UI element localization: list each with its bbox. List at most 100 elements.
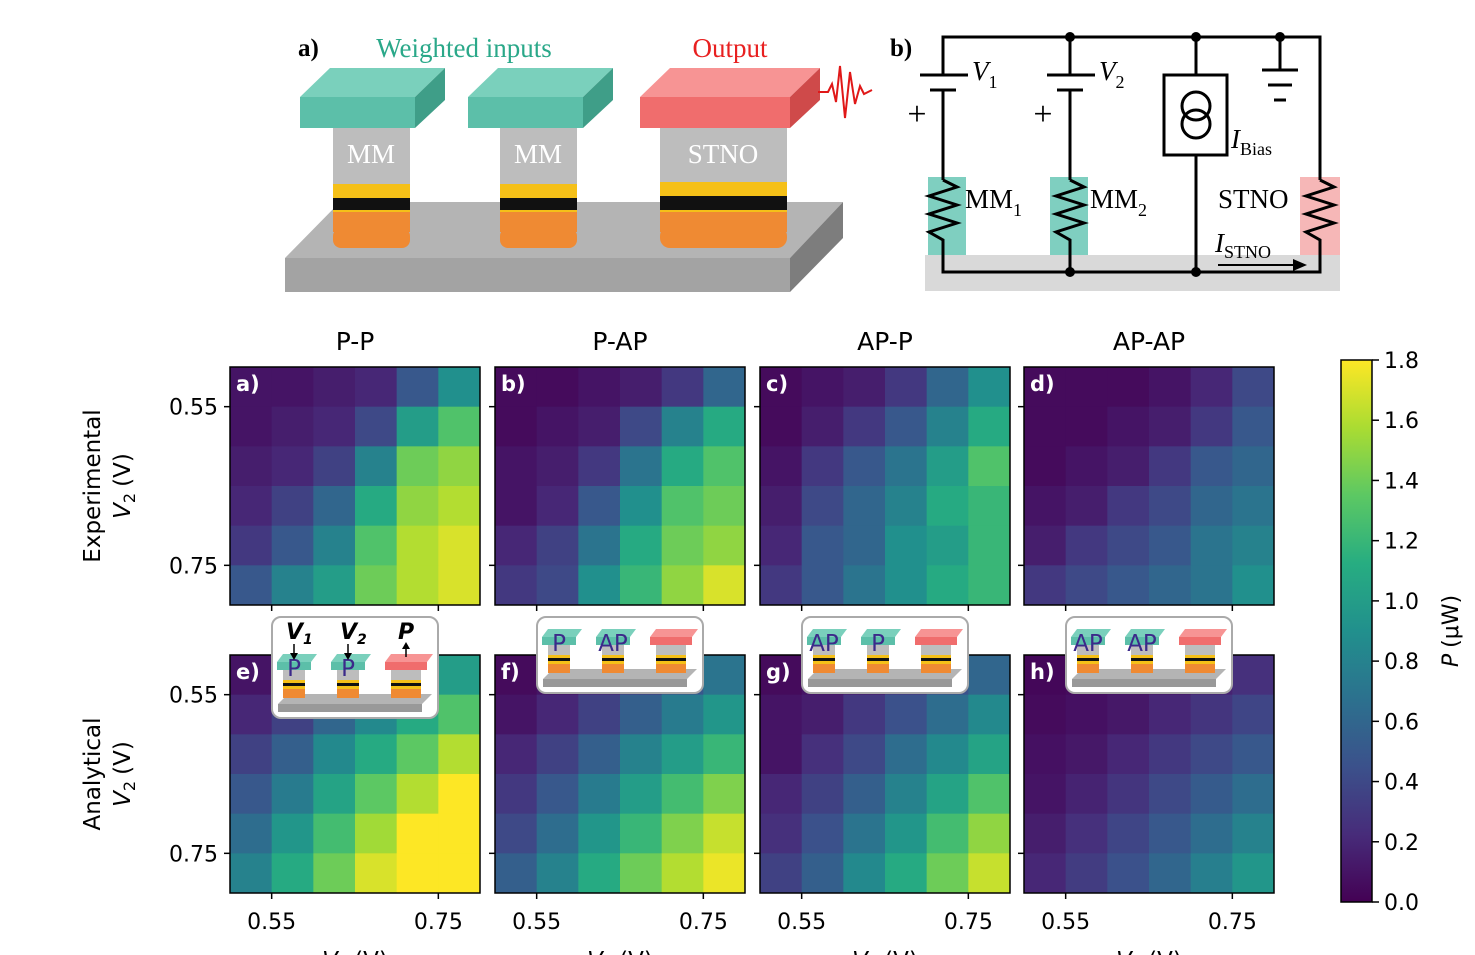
heatmap-cell <box>438 565 480 605</box>
subscript: 1 <box>989 72 998 92</box>
panel-label: h) <box>1030 660 1055 684</box>
heatmap-cell <box>1107 367 1149 407</box>
heatmap-cell <box>968 446 1010 486</box>
heatmap-cell <box>802 853 844 893</box>
heatmap-cell <box>843 695 885 735</box>
substrate-front <box>285 258 790 292</box>
subscript: STNO <box>1224 242 1271 262</box>
heatmap-panel: 0.550.75g)APP <box>754 617 1011 935</box>
panel-label: d) <box>1030 372 1055 396</box>
panel-label: c) <box>766 372 788 396</box>
heatmap-cell <box>1232 734 1274 774</box>
y-tick-label: 0.75 <box>169 554 218 579</box>
inset-pad <box>1179 629 1227 637</box>
inset-state: AP <box>1127 631 1157 657</box>
heatmap-cell <box>620 734 662 774</box>
heatmap-cell <box>968 655 1010 695</box>
heatmap-cell <box>230 407 272 447</box>
heatmap-cell <box>662 486 704 526</box>
output-wave <box>818 66 872 118</box>
x-tick-label: 0.75 <box>944 910 993 935</box>
heatmap-cell <box>230 734 272 774</box>
heatmap-cell <box>438 655 480 695</box>
colorbar-tick-label: 1.4 <box>1384 469 1419 494</box>
heatmap-cell <box>438 814 480 854</box>
heatmap-cell <box>438 695 480 735</box>
colorbar-tick-label: 0.8 <box>1384 650 1419 675</box>
heatmap-cell <box>843 565 885 605</box>
output-label: Output <box>692 33 768 63</box>
heatmap-cell <box>1107 565 1149 605</box>
symbol: V <box>852 948 870 955</box>
junction <box>1275 32 1285 42</box>
panel-label: a) <box>298 35 319 62</box>
heatmap-cell <box>230 526 272 566</box>
heatmap-cell <box>1024 774 1066 814</box>
heatmap-cell <box>662 526 704 566</box>
heatmap-cell <box>1232 486 1274 526</box>
heatmap-cell <box>968 734 1010 774</box>
row-label: Experimental <box>80 409 106 562</box>
pillar-label: STNO <box>688 139 759 169</box>
unit: (μW) <box>1439 595 1464 648</box>
panel-label: b) <box>501 372 526 396</box>
heatmap-cell <box>1107 526 1149 566</box>
heatmap-cell <box>230 695 272 735</box>
heatmap-cell <box>802 526 844 566</box>
subscript: 1 <box>1013 200 1022 220</box>
heatmap-cell <box>495 446 537 486</box>
panel-label: a) <box>236 372 260 396</box>
heatmap-cell <box>1107 734 1149 774</box>
heatmap-cell <box>662 774 704 814</box>
heatmap-cell <box>1066 446 1108 486</box>
heatmap-cell <box>272 486 314 526</box>
heatmap-cell <box>272 565 314 605</box>
mm1-label: MM1 <box>965 184 1022 220</box>
heatmap-cell <box>495 526 537 566</box>
heatmap-cell <box>230 565 272 605</box>
heatmap-cell <box>1191 526 1233 566</box>
inset-substrate <box>278 704 422 712</box>
heatmap-cell <box>495 774 537 814</box>
heatmap-cell <box>620 853 662 893</box>
junction <box>1065 267 1075 277</box>
heatmap-cell <box>1024 853 1066 893</box>
heatmap-cell <box>927 486 969 526</box>
unit: (V) <box>619 948 653 955</box>
inset-pillar <box>921 663 951 673</box>
heatmap-cell <box>397 734 439 774</box>
heatmap-cell <box>1191 853 1233 893</box>
inset-pillar <box>867 663 889 673</box>
heatmap-cell <box>968 814 1010 854</box>
axis-label: V2(V) <box>110 453 139 519</box>
inset: PAP <box>537 617 703 693</box>
row-label: Analytical <box>80 718 106 831</box>
heatmap-cell <box>620 814 662 854</box>
inset: APP <box>802 617 968 693</box>
heatmap-cell <box>968 407 1010 447</box>
heatmap-cell <box>885 853 927 893</box>
heatmap-cell <box>1191 695 1233 735</box>
heatmap-cell <box>578 565 620 605</box>
column-title: P-AP <box>592 327 647 356</box>
heatmap-cell <box>1024 486 1066 526</box>
heatmap-cell <box>1066 695 1108 735</box>
inset-state: P <box>287 656 301 682</box>
inset-pillar <box>548 663 570 673</box>
v1-label: V1 <box>972 56 998 92</box>
heatmap-cell <box>1232 655 1274 695</box>
heatmap-cell <box>397 526 439 566</box>
heatmap-cell <box>760 734 802 774</box>
heatmap-cell <box>578 734 620 774</box>
heatmap-cell <box>397 774 439 814</box>
inset-pillar <box>921 658 951 661</box>
heatmap-cell <box>1149 814 1191 854</box>
heatmap-cell <box>495 734 537 774</box>
heatmap-panel: 0.550.75h)APAP <box>1018 617 1275 935</box>
heatmap-cell <box>495 407 537 447</box>
x-tick-label: 0.55 <box>512 910 561 935</box>
heatmap-cell <box>703 853 745 893</box>
heatmap-cell <box>885 814 927 854</box>
heatmap-cell <box>1232 695 1274 735</box>
inset-pillar <box>813 658 835 661</box>
